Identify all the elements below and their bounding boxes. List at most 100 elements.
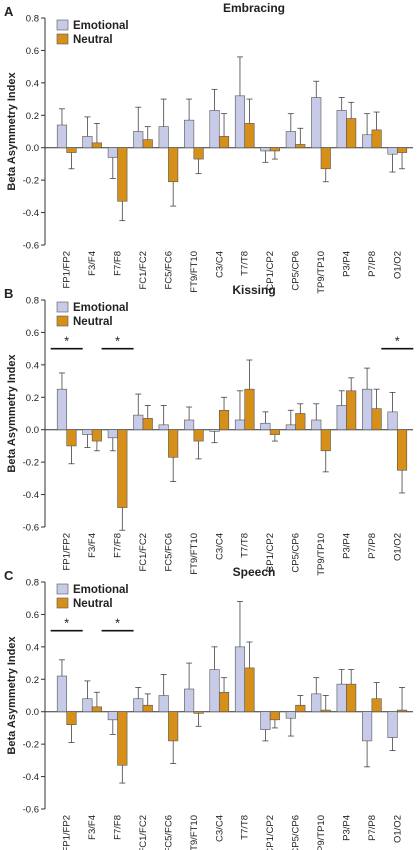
bar-neutral (117, 147, 128, 202)
y-tick-label: -0.6 (23, 805, 39, 816)
bar-neutral (320, 429, 331, 452)
y-tick-label: 0.8 (26, 14, 39, 25)
bar-emotional (56, 388, 68, 431)
bar-emotional (336, 683, 347, 713)
x-tick-label: TP9/TP10 (316, 533, 327, 576)
y-tick-label: 0.4 (26, 360, 39, 371)
y-tick-label: 0.8 (26, 578, 39, 589)
panel-c: C Speech Beta Asymmetry Index 0.8 0.6 0.4 0.2 0… (4, 565, 413, 850)
bar-neutral (66, 711, 77, 725)
x-tick-label: P3/P4 (341, 251, 352, 277)
x-tick-label: FC1/FC2 (138, 815, 149, 850)
bar-neutral (193, 429, 204, 442)
legend-label: Emotional (73, 302, 129, 314)
x-tick-label: P7/P8 (367, 815, 378, 841)
bar-emotional (82, 429, 93, 435)
x-tick-label: FP1/FP2 (62, 251, 73, 289)
x-tick-label: T7/T8 (240, 533, 251, 558)
significance-marker: * (64, 334, 69, 349)
bar-emotional (107, 711, 118, 721)
bar-neutral (244, 388, 255, 431)
bar-emotional (158, 126, 169, 149)
panel-a: A Embracing Beta Asymmetry Index 0.8 0.6 0.4 0… (4, 1, 413, 294)
x-tick-label: F7/F8 (113, 533, 124, 558)
x-tick-label: CP1/CP2 (265, 815, 276, 850)
y-tick-label: -0.2 (23, 176, 39, 187)
y-tick-label: 0.0 (26, 425, 39, 436)
bar-emotional (285, 711, 296, 719)
panel-label: C (4, 568, 14, 583)
y-tick-label: 0.0 (26, 143, 39, 154)
bar-emotional (234, 419, 246, 431)
x-tick-label: F7/F8 (113, 815, 124, 840)
legend-swatch-emotional (56, 301, 69, 313)
significance-marker: * (115, 616, 120, 631)
bar-neutral (168, 711, 179, 742)
y-tick-label: 0.6 (26, 328, 39, 339)
x-tick-label: TP9/TP10 (316, 251, 327, 294)
bar-emotional (133, 698, 144, 713)
x-tick-label: T7/T8 (240, 251, 251, 276)
x-tick-label: FT9/FT10 (189, 533, 200, 575)
x-tick-label: F3/F4 (87, 533, 98, 558)
bar-emotional (336, 110, 347, 149)
bar-emotional (362, 134, 373, 149)
bar-neutral (320, 709, 331, 713)
x-tick-label: P7/P8 (367, 533, 378, 559)
bar-emotional (56, 124, 68, 149)
panel-b: B Kissing Beta Asymmetry Index 0.8 0.6 0.4 0.2… (4, 283, 414, 576)
bar-neutral (168, 429, 179, 458)
y-tick-label: 0.6 (26, 46, 39, 57)
y-tick-label: -0.6 (23, 523, 39, 534)
bar-emotional (260, 711, 271, 730)
x-tick-label: C3/C4 (214, 815, 225, 842)
bar-emotional (285, 131, 296, 149)
panel-label: A (4, 4, 14, 19)
x-tick-label: FC1/FC2 (138, 533, 149, 572)
bar-neutral (66, 429, 77, 447)
bar-emotional (311, 97, 322, 149)
legend-label: Emotional (73, 584, 129, 596)
bar-neutral (193, 711, 204, 714)
bar-neutral (320, 147, 331, 170)
bar-neutral (193, 147, 204, 160)
legend-label: Neutral (73, 34, 113, 46)
x-tick-label: FP1/FP2 (62, 533, 73, 571)
chart-title: Speech (233, 565, 276, 579)
bar-neutral (371, 408, 382, 431)
bar-emotional (209, 669, 220, 713)
bar-neutral (295, 144, 306, 149)
x-tick-label: F7/F8 (113, 251, 124, 276)
bar-emotional (362, 388, 373, 431)
y-tick-label: 0.2 (26, 393, 39, 404)
y-tick-label: 0.2 (26, 111, 39, 122)
bar-emotional (234, 646, 246, 713)
bar-neutral (117, 429, 128, 508)
significance-marker: * (64, 616, 69, 631)
bar-neutral (117, 711, 128, 766)
x-tick-label: FC5/FC6 (163, 533, 174, 572)
x-tick-label: FC1/FC2 (138, 251, 149, 290)
bar-emotional (184, 688, 195, 713)
x-tick-label: C3/C4 (214, 533, 225, 560)
bar-neutral (396, 429, 408, 471)
x-tick-label: O1/O2 (392, 533, 403, 561)
bar-neutral (218, 691, 230, 713)
x-tick-label: FT9/FT10 (189, 251, 200, 293)
bar-neutral (346, 390, 357, 431)
bar-neutral (244, 667, 255, 713)
bar-emotional (107, 147, 118, 158)
panel-label: B (4, 286, 13, 301)
chart-title: Kissing (232, 283, 275, 297)
y-tick-label: -0.2 (23, 458, 39, 469)
bar-emotional (184, 119, 195, 149)
bar-neutral (371, 129, 382, 149)
y-tick-label: -0.2 (23, 740, 39, 751)
bar-neutral (269, 429, 280, 435)
x-tick-label: TP9/TP10 (316, 815, 327, 850)
bar-emotional (133, 131, 144, 149)
y-tick-label: -0.4 (23, 772, 39, 783)
x-tick-label: FP1/FP2 (62, 815, 73, 850)
legend-label: Neutral (73, 598, 113, 610)
